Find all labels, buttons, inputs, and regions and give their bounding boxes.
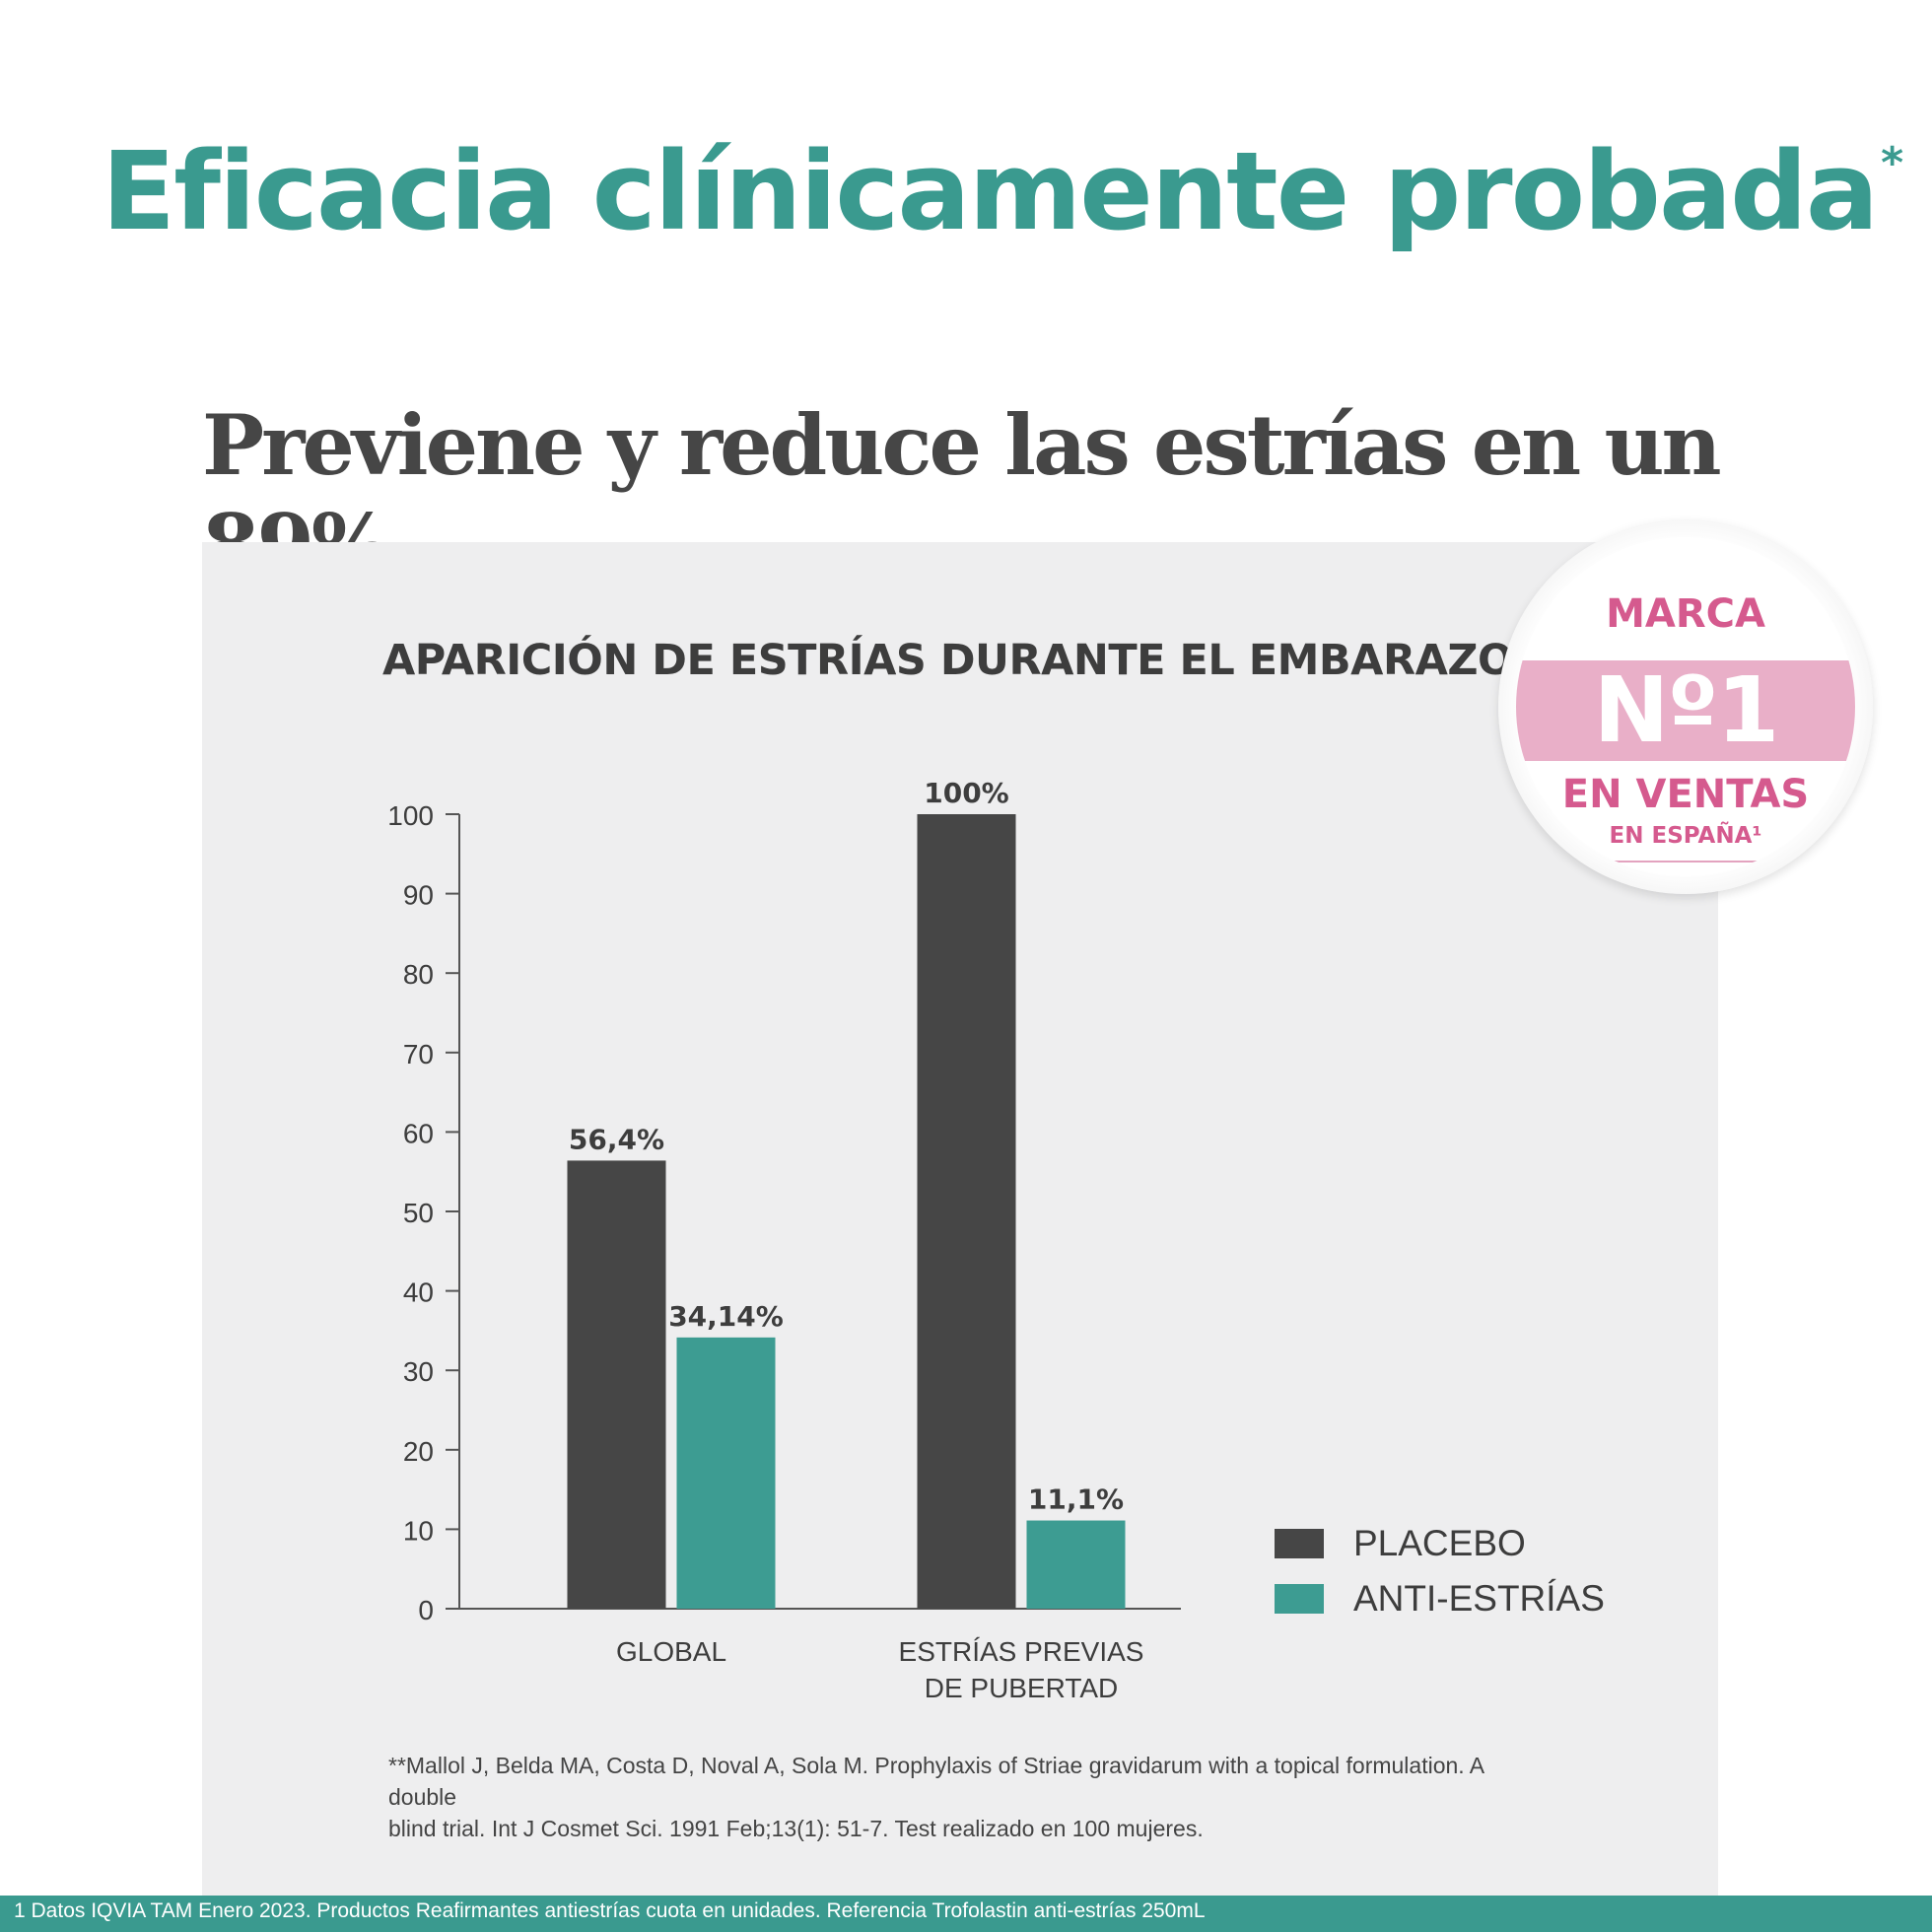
chart-legend: PLACEBO ANTI-ESTRÍAS <box>1275 1516 1605 1626</box>
bar-placebo <box>917 814 1016 1609</box>
x-category-label: GLOBAL <box>616 1636 726 1667</box>
y-tick-label: 20 <box>403 1436 434 1467</box>
y-tick-label: 90 <box>403 880 434 911</box>
study-footnote: **Mallol J, Belda MA, Costa D, Noval A, … <box>388 1750 1552 1844</box>
footnote-line-2: blind trial. Int J Cosmet Sci. 1991 Feb;… <box>388 1816 1204 1841</box>
bottom-disclaimer-text: 1 Datos IQVIA TAM Enero 2023. Productos … <box>14 1899 1206 1922</box>
legend-item-anti-estrias: ANTI-ESTRÍAS <box>1275 1571 1605 1626</box>
headline-text: Eficacia clínicamente probada <box>102 128 1879 254</box>
bar-value-label: 100% <box>924 777 1009 809</box>
legend-label-anti-estrias: ANTI-ESTRÍAS <box>1353 1578 1605 1619</box>
number-one-badge: MARCA Nº1 EN VENTAS EN ESPAÑA¹ <box>1498 519 1873 894</box>
badge-inner-circle: MARCA Nº1 EN VENTAS EN ESPAÑA¹ <box>1516 537 1855 876</box>
bar-anti-estrias <box>676 1337 776 1609</box>
page-headline: Eficacia clínicamente probada* <box>102 126 1903 256</box>
legend-swatch-placebo <box>1275 1529 1324 1558</box>
footnote-line-1: **Mallol J, Belda MA, Costa D, Noval A, … <box>388 1753 1484 1810</box>
bottom-disclaimer-bar: 1 Datos IQVIA TAM Enero 2023. Productos … <box>0 1896 1932 1932</box>
y-tick-label: 40 <box>403 1277 434 1308</box>
badge-number-one: Nº1 <box>1516 660 1855 761</box>
y-tick-label: 80 <box>403 959 434 990</box>
legend-item-placebo: PLACEBO <box>1275 1516 1605 1571</box>
y-tick-label: 10 <box>403 1515 434 1546</box>
legend-swatch-anti-estrias <box>1275 1584 1324 1614</box>
y-tick-label: 60 <box>403 1118 434 1148</box>
badge-en-ventas: EN VENTAS <box>1561 772 1810 817</box>
bar-value-label: 11,1% <box>1028 1484 1124 1516</box>
badge-marca: MARCA <box>1606 591 1765 637</box>
y-tick-label: 50 <box>403 1198 434 1228</box>
y-tick-label: 0 <box>418 1595 434 1625</box>
y-tick-label: 70 <box>403 1039 434 1070</box>
badge-en-espana: EN ESPAÑA¹ <box>1609 823 1762 849</box>
headline-asterisk: * <box>1881 138 1903 188</box>
bar-placebo <box>567 1160 666 1609</box>
legend-label-placebo: PLACEBO <box>1353 1523 1526 1563</box>
bar-value-label: 56,4% <box>569 1123 664 1155</box>
y-tick-label: 30 <box>403 1356 434 1387</box>
x-category-label: ESTRÍAS PREVIAS <box>899 1636 1144 1667</box>
bar-anti-estrias <box>1026 1520 1126 1609</box>
chart-title: APARICIÓN DE ESTRÍAS DURANTE EL EMBARAZO <box>382 636 1514 685</box>
bar-value-label: 34,14% <box>668 1300 784 1333</box>
badge-divider <box>1585 861 1786 862</box>
x-category-label: DE PUBERTAD <box>925 1673 1119 1703</box>
y-tick-label: 100 <box>387 800 434 831</box>
